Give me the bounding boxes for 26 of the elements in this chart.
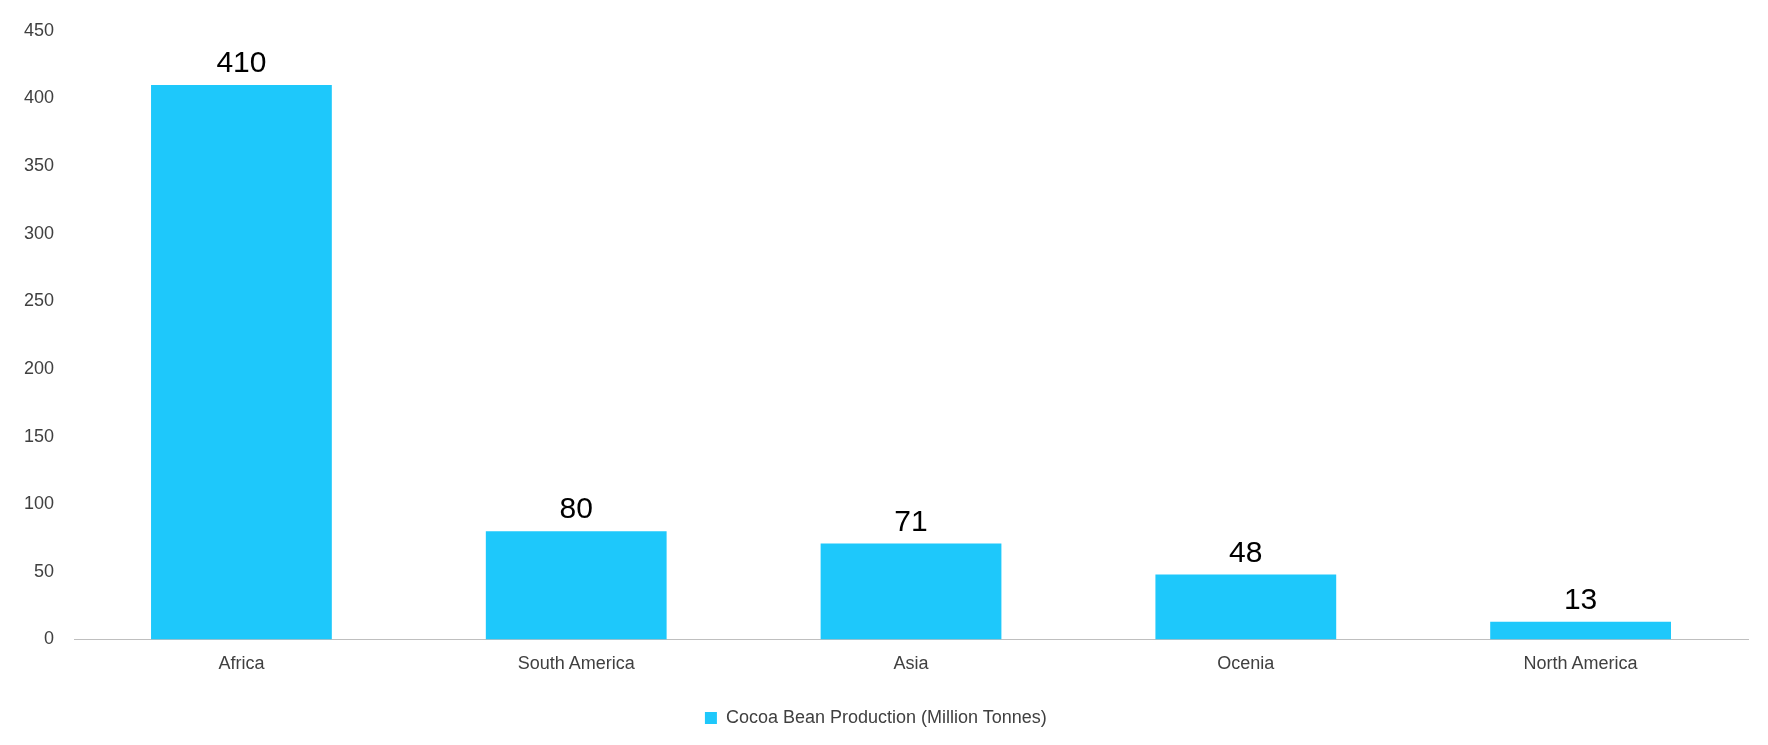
x-tick-label: Africa [218,653,266,674]
data-label: 13 [1563,582,1598,616]
y-tick-label: 0 [44,628,55,649]
y-tick-label: 250 [23,290,55,311]
legend-label: Cocoa Bean Production (Million Tonnes) [725,706,1047,727]
data-label: 48 [1229,534,1263,568]
bar [485,531,667,640]
y-tick-label: 450 [23,19,55,40]
bar [151,84,332,640]
bar [1490,621,1671,640]
bar [820,543,1002,640]
x-tick-label: North America [1523,653,1639,674]
y-tick-label: 300 [23,222,55,243]
y-tick-label: 100 [23,493,55,514]
data-label: 71 [894,503,928,537]
y-tick-label: 200 [23,357,55,378]
y-tick-label: 50 [34,560,55,581]
bar [1155,574,1337,640]
y-tick-label: 350 [23,155,55,176]
y-tick-label: 150 [23,425,55,446]
data-label: 410 [216,45,267,79]
x-tick-label: Asia [893,653,930,674]
x-tick-label: Ocenia [1217,653,1276,674]
data-label: 80 [559,491,593,525]
x-tick-label: South America [517,653,636,674]
y-tick-label: 400 [23,87,55,108]
